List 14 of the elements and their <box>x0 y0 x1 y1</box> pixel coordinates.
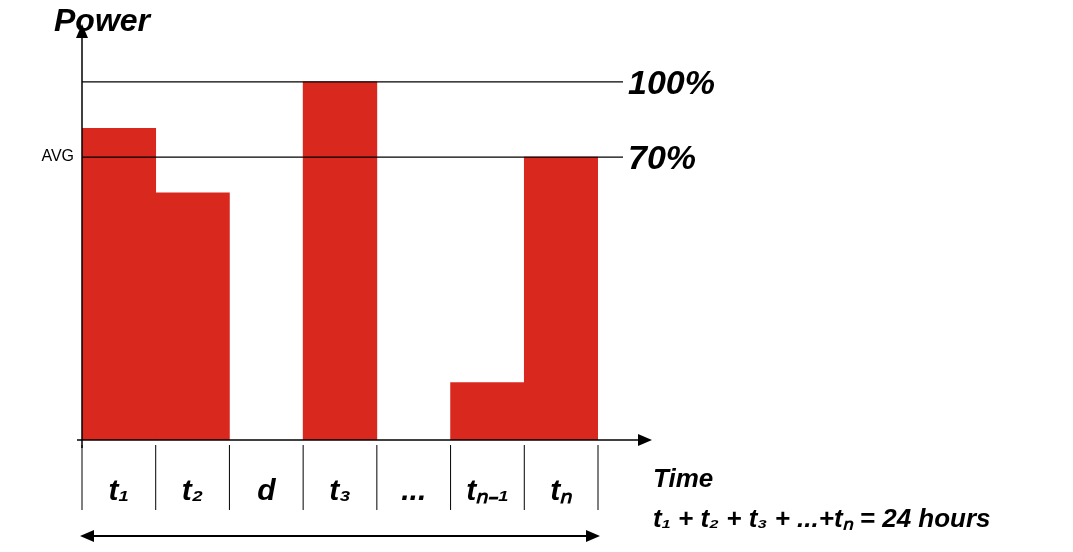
x-tick-label: d <box>257 473 277 507</box>
x-tick-label: t₂ <box>181 473 204 507</box>
x-tick-label: t₁ <box>108 473 130 507</box>
x-tick-label: tₙ₋₁ <box>466 473 509 507</box>
x-tick-label: tₙ <box>550 473 574 507</box>
ref-line-label: AVG <box>41 147 74 165</box>
y-axis-title: Power <box>54 1 152 38</box>
text: 70% <box>628 138 697 177</box>
text: t₁ + t₂ + t₃ + ...+tₙ = 24 hours <box>653 503 991 534</box>
x-tick-label: t₃ <box>329 473 351 507</box>
bar <box>302 81 378 440</box>
x-axis-title: Time <box>653 463 714 494</box>
ref-line-label: 100% <box>628 63 715 102</box>
x-tick-label: ... <box>401 473 427 507</box>
